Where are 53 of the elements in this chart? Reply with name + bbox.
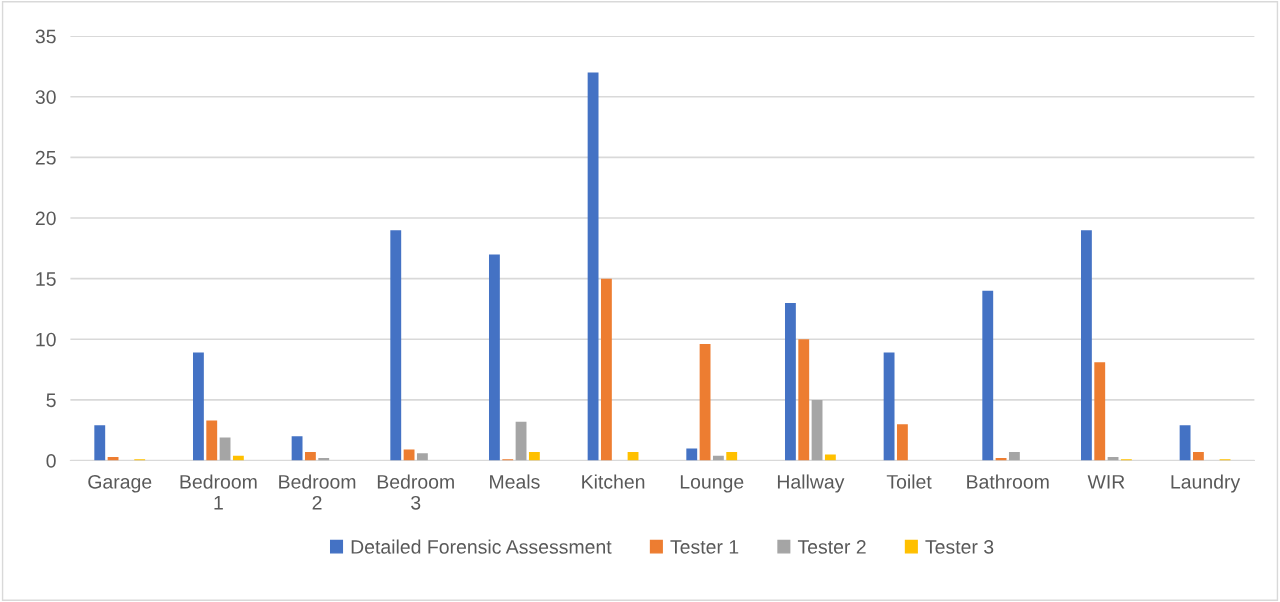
y-tick-label: 20: [35, 211, 56, 226]
bar: [219, 437, 231, 461]
bar: [94, 425, 106, 461]
legend-label: Tester 3: [925, 540, 994, 554]
x-tick-label: Toilet: [886, 474, 932, 489]
x-tick-label: Lounge: [680, 475, 744, 493]
bar: [1080, 230, 1092, 461]
x-tick-label: Bathroom: [967, 474, 1049, 489]
x-tick-label: Garage: [88, 474, 152, 493]
bar: [515, 421, 527, 461]
x-tick-label: WIR: [1087, 475, 1125, 489]
y-tick-label: 35: [35, 29, 56, 44]
x-tick-label: Bedroom 3: [377, 474, 454, 510]
y-tick-label: 15: [36, 272, 56, 286]
bar: [982, 290, 994, 461]
bar: [798, 339, 810, 461]
bar: [1192, 452, 1204, 461]
bar: [291, 436, 303, 461]
bar: [686, 448, 698, 461]
x-tick-label: Hallway: [777, 474, 845, 493]
bar: [726, 452, 738, 461]
bar: [883, 352, 895, 461]
bar: [1179, 425, 1191, 461]
bar: [896, 424, 908, 461]
y-tick-label: 10: [36, 332, 56, 347]
x-tick-label: Meals: [490, 474, 540, 489]
bar: [824, 454, 836, 461]
y-tick-label: 0: [46, 454, 56, 468]
bar: [1008, 452, 1020, 461]
x-tick-label: Bedroom 2: [279, 474, 356, 510]
bar: [304, 452, 316, 461]
legend-label: Tester 2: [797, 540, 866, 554]
bar: [784, 302, 796, 461]
bar: [1094, 362, 1106, 461]
x-tick-label: Kitchen: [582, 474, 645, 489]
bar: [587, 72, 599, 461]
bar: [528, 452, 540, 461]
bar: [600, 278, 612, 461]
bar: [416, 453, 428, 461]
y-tick-label: 25: [35, 150, 56, 165]
x-tick-label: Bedroom 1: [180, 474, 257, 510]
y-tick-label: 5: [46, 393, 56, 408]
legend-label: Detailed Forensic Assessment: [351, 539, 612, 554]
bar: [390, 230, 402, 461]
legend-label: Tester 1: [670, 540, 739, 554]
bar: [403, 449, 415, 461]
bar: [488, 254, 500, 461]
y-tick-label: 30: [35, 90, 56, 104]
bar: [699, 344, 711, 461]
x-tick-label: Laundry: [1171, 474, 1241, 493]
bar: [192, 352, 204, 461]
bar: [206, 420, 218, 461]
bar: [811, 399, 823, 461]
